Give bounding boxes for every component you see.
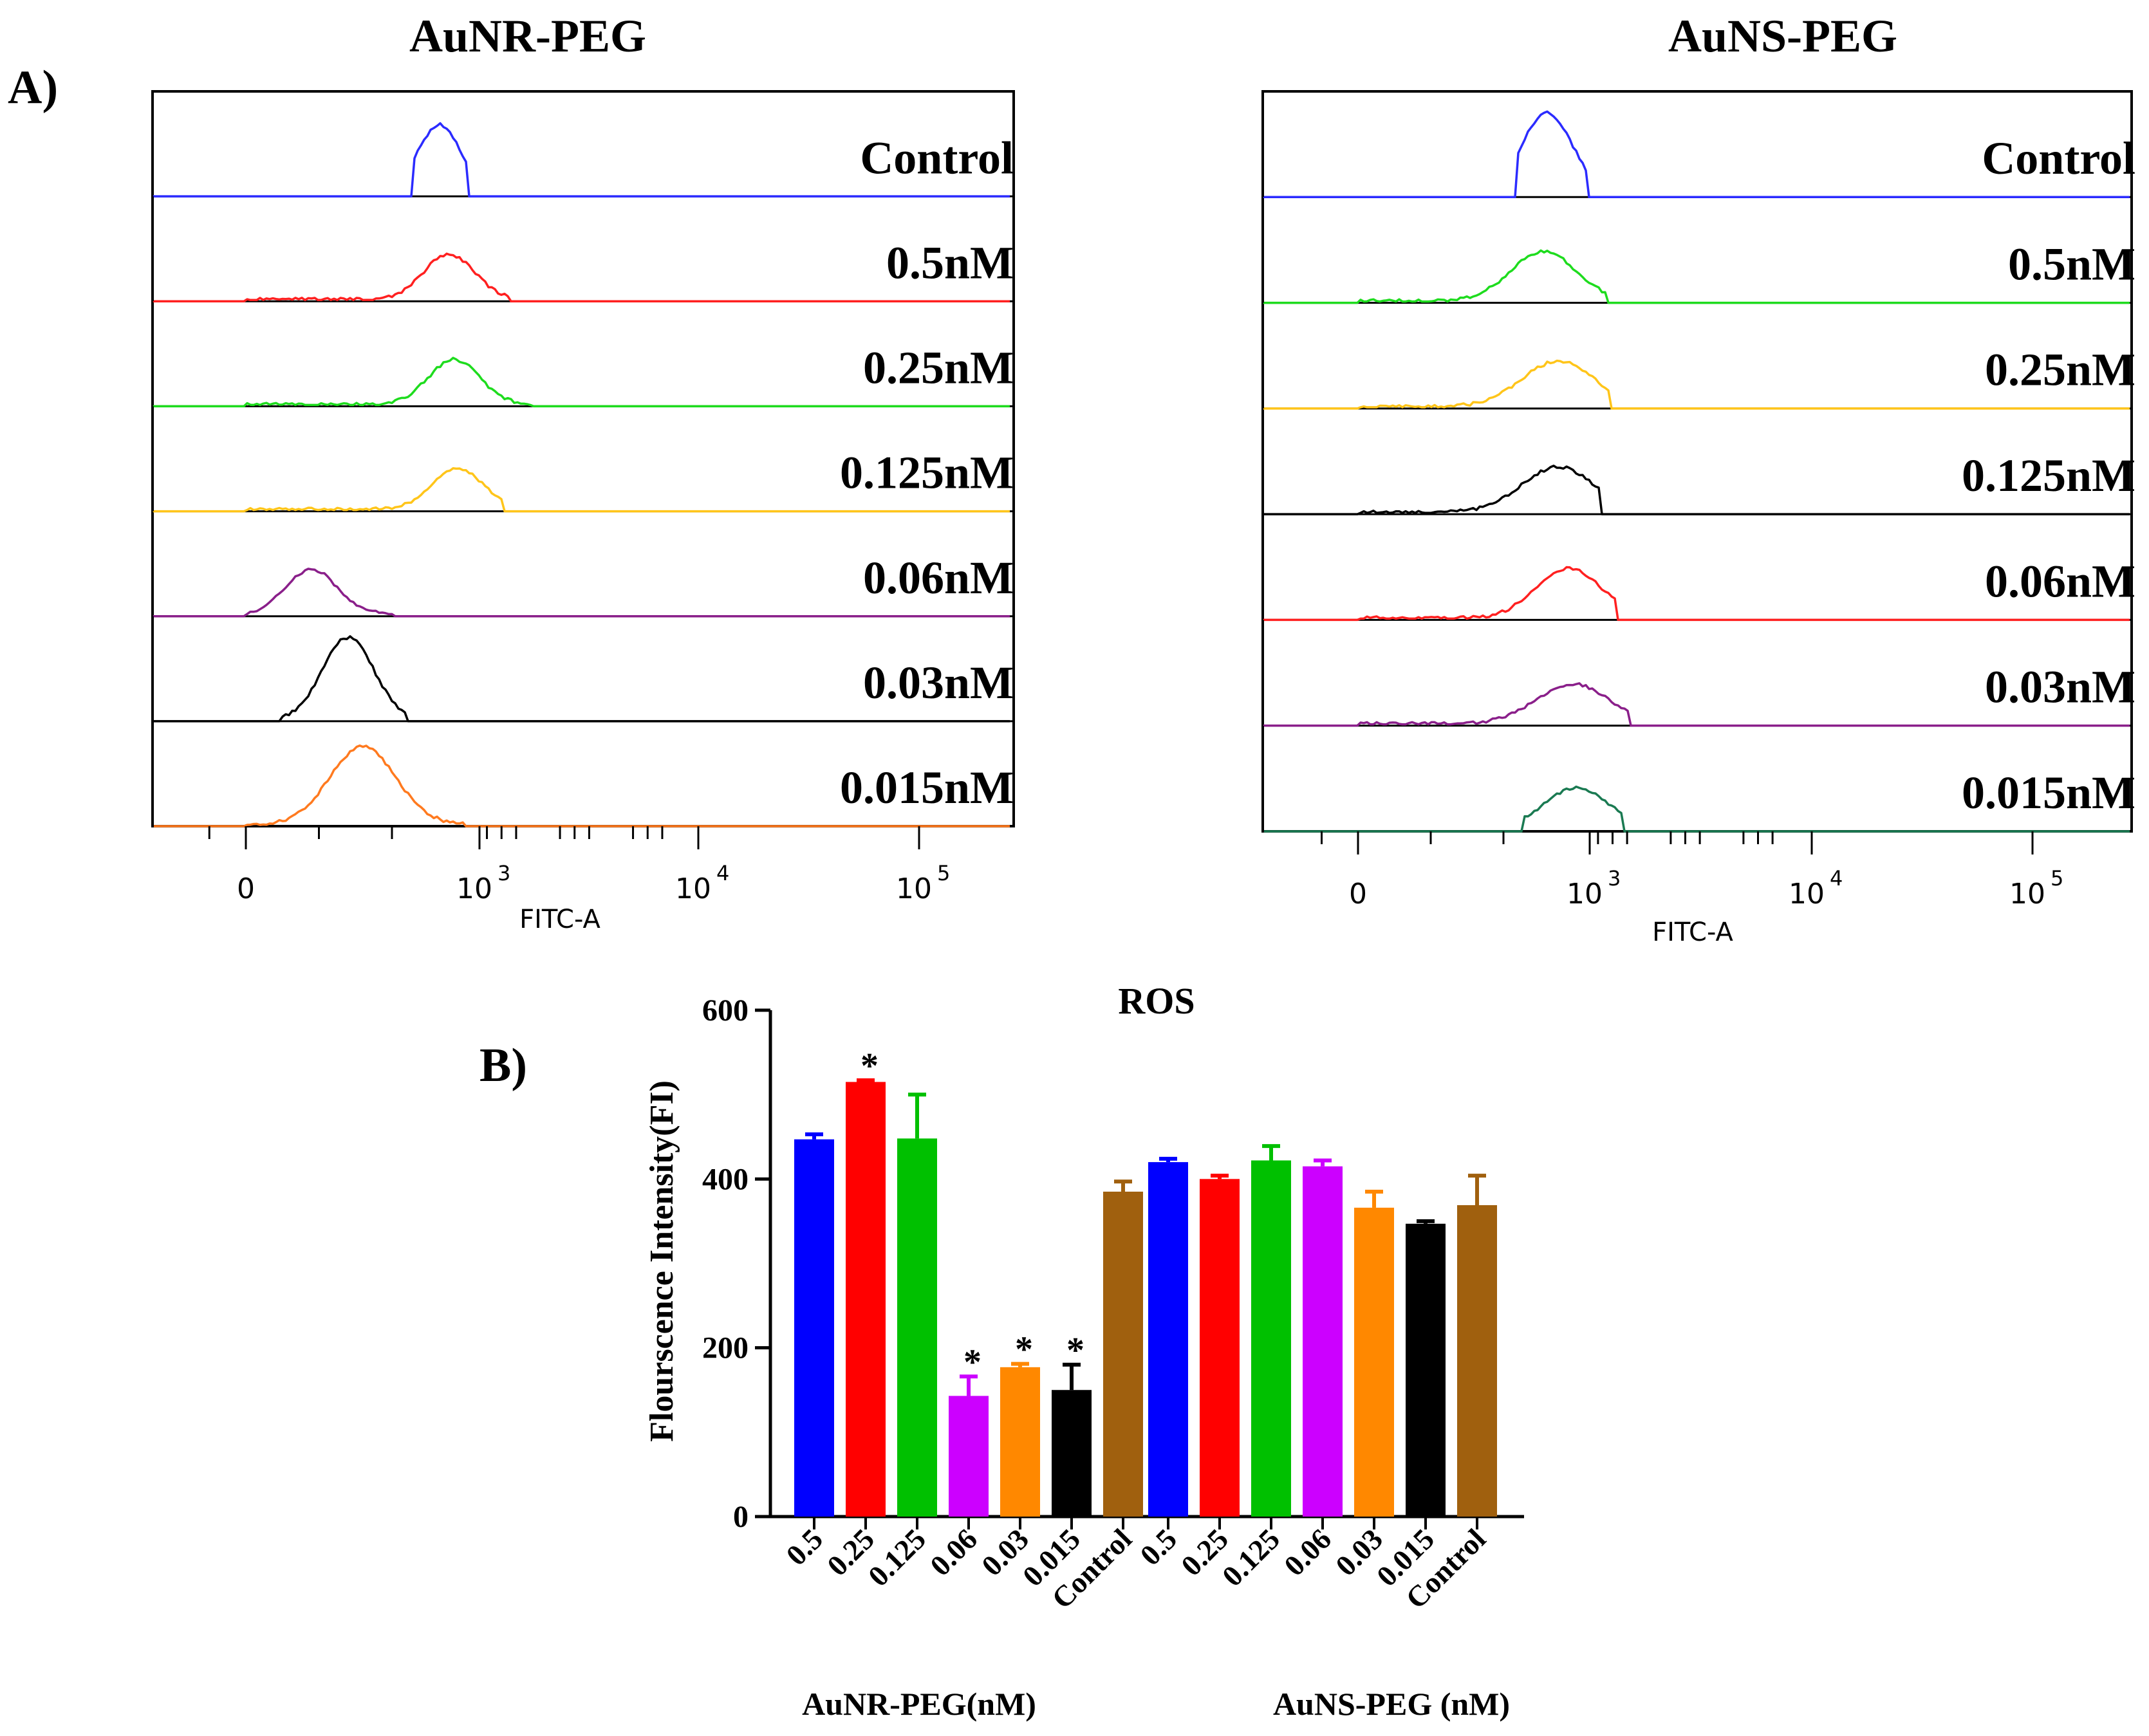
x-tick-label: 10 — [456, 873, 492, 905]
x-tick-exponent: 4 — [1830, 866, 1843, 891]
panel-a-label: A) — [8, 61, 58, 114]
y-tick-label: 600 — [702, 993, 749, 1028]
histogram-trace-0.015nm — [1264, 785, 2130, 833]
histogram-title-auns: AuNS-PEG — [1668, 10, 1897, 62]
histogram-label-0.25nm: 0.25nM — [1985, 344, 2135, 396]
bar-auns-control — [1457, 1205, 1497, 1517]
histogram-label-0.03nm: 0.03nM — [1985, 661, 2135, 713]
bar-chart-plot: 02004006000.5*0.250.125*0.06*0.03*0.015C… — [702, 993, 1524, 1615]
histogram-trace-0.03nm — [153, 635, 1010, 723]
significance-marker: * — [861, 1046, 879, 1086]
histogram-trace-0.5nm — [1263, 249, 2130, 304]
bar-auns-0.06 — [1303, 1166, 1343, 1517]
ros-bar-chart: ROS Flourscence Intensity(FI) 0 200 400 600… — [644, 980, 1524, 1722]
significance-marker: * — [1066, 1331, 1084, 1371]
x-tick-exponent: 3 — [498, 861, 510, 885]
bar-chart-title: ROS — [1118, 980, 1195, 1022]
histogram-tracks-aunr: Control 0.5nM 0.25nM 0.125nM 0.06nM 0.03nM 0.0… — [153, 122, 1014, 827]
bar-aunr-0.03 — [1000, 1367, 1040, 1517]
x-tick-label: 10 — [1789, 878, 1825, 910]
histogram-label-0.015nm: 0.015nM — [1962, 767, 2135, 818]
bar-auns-0.5 — [1148, 1162, 1188, 1517]
histogram-trace-0.125nm — [153, 467, 1010, 513]
x-tick-exponent: 5 — [2051, 866, 2063, 891]
histogram-trace-0.125nm — [1263, 465, 2130, 515]
x-tick-exponent: 5 — [937, 861, 950, 885]
histogram-trace-0.06nm — [153, 568, 1010, 618]
x-tick-label: 10 — [2009, 878, 2045, 910]
x-tick-label: 0.06 — [1278, 1522, 1337, 1582]
histogram-xlabel-auns: FITC-A — [1652, 918, 1733, 947]
x-tick-label: 0.125 — [862, 1522, 932, 1593]
group-label-auns: AuNS-PEG (nM) — [1273, 1686, 1510, 1722]
histogram-label-0.06nm: 0.06nM — [863, 552, 1014, 604]
y-tick-label: 400 — [702, 1162, 749, 1196]
histogram-xaxis-auns: 0 10 3 10 4 10 5 — [1321, 831, 2063, 910]
bar-aunr-0.5 — [794, 1139, 834, 1517]
histogram-panel-aunr: AuNR-PEG Control 0.5nM 0.25nM 0.125nM 0.06nM… — [151, 10, 1015, 934]
x-tick-label: 0.125 — [1216, 1522, 1286, 1593]
histogram-xaxis-aunr: 0 10 3 10 4 10 5 — [208, 826, 950, 905]
histogram-xlabel-aunr: FITC-A — [519, 905, 600, 934]
x-tick-label: 0 — [1349, 878, 1367, 910]
histogram-trace-0.06nm — [1263, 566, 2130, 622]
histogram-trace-0.5nm — [153, 252, 1010, 303]
histogram-label-0.5nm: 0.5nM — [2008, 238, 2135, 290]
bar-aunr-0.06 — [949, 1396, 989, 1517]
histogram-label-0.125nm: 0.125nM — [1962, 450, 2135, 501]
x-tick-label: 0.5 — [1133, 1522, 1183, 1572]
histogram-trace-0.25nm — [153, 356, 1010, 408]
histogram-trace-control — [153, 122, 1010, 198]
y-tick-label: 0 — [733, 1500, 749, 1534]
bar-auns-0.03 — [1354, 1207, 1394, 1517]
bar-aunr-control — [1103, 1192, 1143, 1517]
group-label-aunr: AuNR-PEG(nM) — [802, 1686, 1036, 1722]
histogram-label-0.5nm: 0.5nM — [886, 237, 1014, 288]
bar-aunr-0.25 — [846, 1082, 886, 1517]
bar-auns-0.25 — [1200, 1179, 1240, 1517]
bar-aunr-0.015 — [1052, 1390, 1092, 1517]
histogram-label-0.25nm: 0.25nM — [863, 342, 1014, 394]
x-tick-exponent: 4 — [716, 861, 729, 885]
bar-aunr-0.125 — [897, 1138, 937, 1517]
histogram-label-control: Control — [860, 132, 1014, 183]
histogram-label-0.125nm: 0.125nM — [840, 447, 1014, 499]
histogram-label-control: Control — [1982, 133, 2135, 184]
x-tick-label: 0.06 — [924, 1522, 983, 1582]
histogram-tracks-auns: Control 0.5nM 0.25nM 0.125nM 0.06nM 0.03nM 0.0… — [1263, 110, 2135, 833]
y-tick-label: 200 — [702, 1331, 749, 1365]
histogram-title-aunr: AuNR-PEG — [409, 10, 646, 62]
x-tick-label: 0.5 — [779, 1522, 829, 1572]
bar-auns-0.015 — [1406, 1223, 1446, 1517]
panel-b-label: B) — [479, 1039, 527, 1092]
histogram-trace-0.015nm — [154, 744, 1010, 827]
histogram-trace-control — [1263, 110, 2130, 199]
histogram-trace-0.03nm — [1263, 682, 2130, 727]
x-tick-label: 10 — [896, 873, 932, 905]
x-tick-label: 10 — [675, 873, 711, 905]
x-tick-exponent: 3 — [1608, 866, 1621, 891]
significance-marker: * — [1015, 1330, 1033, 1370]
histogram-label-0.015nm: 0.015nM — [840, 762, 1014, 813]
bar-auns-0.125 — [1251, 1160, 1291, 1517]
x-tick-label: 0 — [237, 873, 255, 905]
significance-marker: * — [963, 1342, 981, 1382]
histogram-panel-auns: AuNS-PEG Control 0.5nM 0.25nM 0.125nM 0.06nM… — [1261, 10, 2135, 947]
x-tick-label: 10 — [1567, 878, 1603, 910]
histogram-label-0.03nm: 0.03nM — [863, 657, 1014, 708]
bar-chart-ylabel: Flourscence Intensity(FI) — [644, 1080, 680, 1442]
histogram-label-0.06nm: 0.06nM — [1985, 555, 2135, 607]
histogram-trace-0.25nm — [1263, 359, 2130, 410]
